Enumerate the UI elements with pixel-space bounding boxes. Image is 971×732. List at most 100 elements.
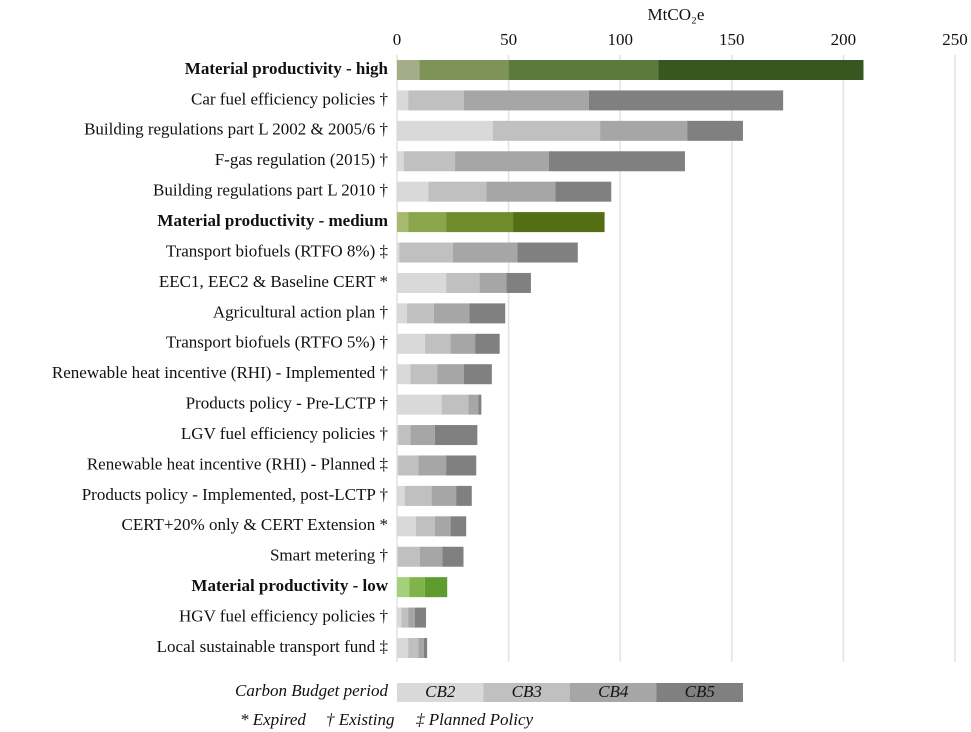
category-label: Renewable heat incentive (RHI) - Impleme… (52, 363, 388, 382)
bar-segment (455, 151, 549, 172)
bar-segment (397, 455, 399, 476)
bar-segment (428, 181, 487, 202)
bar-segment (397, 60, 420, 80)
bar-segment (437, 364, 464, 385)
bar-segment (409, 577, 425, 598)
legend-swatch (397, 683, 484, 702)
footnote: ‡ Planned Policy (416, 710, 534, 729)
bar-segment (434, 516, 451, 537)
x-tick-label: 100 (607, 30, 633, 49)
bar-segment (418, 455, 447, 476)
bar-segment (408, 638, 419, 658)
bar-segment (452, 242, 518, 263)
bar-segment (442, 546, 464, 567)
footnote: * Expired (240, 710, 306, 729)
bar-segment (397, 151, 404, 172)
bar-segment (450, 516, 467, 537)
category-label: LGV fuel efficiency policies † (181, 424, 388, 443)
x-tick-label: 250 (942, 30, 968, 49)
category-label: Material productivity - low (191, 576, 388, 595)
bar-segment (399, 242, 453, 263)
x-tick-label: 0 (393, 30, 402, 49)
bar-segment (415, 516, 435, 537)
bar-segment (397, 485, 405, 506)
category-label: Building regulations part L 2010 † (153, 181, 388, 200)
category-label: Products policy - Pre-LCTP † (186, 394, 388, 413)
bar-segment (548, 151, 685, 172)
category-label: HGV fuel efficiency policies † (179, 606, 388, 625)
bar-segment (408, 212, 447, 233)
bar-segment (397, 120, 493, 141)
footnote: † Existing (326, 710, 394, 729)
bar-segment (403, 151, 456, 172)
bar-segment (600, 120, 688, 141)
bar-segment (397, 333, 425, 354)
bar-segment (423, 638, 428, 658)
category-label: Building regulations part L 2002 & 2005/… (84, 120, 388, 139)
category-label: Material productivity - medium (157, 211, 388, 230)
bar-segment (397, 394, 442, 415)
category-label: Local sustainable transport fund ‡ (157, 637, 388, 656)
x-tick-label: 150 (719, 30, 745, 49)
bar-segment (419, 546, 443, 567)
bar-segment (414, 607, 427, 628)
x-tick-label: 200 (831, 30, 857, 49)
bar-segment (410, 364, 438, 385)
bar-segment (446, 455, 477, 476)
bar-segment (398, 455, 419, 476)
legend-label: CB4 (598, 682, 629, 701)
bar-segment (397, 364, 411, 385)
category-label: Smart metering † (270, 546, 388, 565)
bar-segment (555, 181, 612, 202)
bar-segment (588, 90, 784, 111)
bar-segment (463, 364, 492, 385)
bar-segment (408, 90, 464, 111)
bar-segment (475, 333, 500, 354)
bar-segment (401, 607, 409, 628)
bar-segment (408, 607, 415, 628)
category-label: Agricultural action plan † (213, 302, 388, 321)
bar-segment (658, 60, 864, 80)
bar-segment (397, 425, 399, 446)
bar-segment (397, 212, 409, 233)
bar-segment (397, 181, 429, 202)
bar-segment (431, 485, 457, 506)
bar-segment (397, 272, 447, 293)
category-label: Products policy - Implemented, post-LCTP… (82, 485, 388, 504)
bar-segment (397, 546, 398, 567)
bar-segment (419, 60, 509, 80)
bar-segment (478, 394, 482, 415)
bar-segment (446, 212, 514, 233)
bar-segment (486, 181, 556, 202)
legend-swatch (570, 683, 657, 702)
legend-swatch (483, 683, 570, 702)
bar-segment (479, 272, 507, 293)
legend-label: CB5 (685, 682, 715, 701)
bar-segment (397, 546, 420, 567)
legend-title: Carbon Budget period (235, 681, 388, 700)
x-axis-label: MtCO₂e (648, 5, 705, 24)
bar-segment (418, 638, 424, 658)
bar-segment (398, 425, 411, 446)
bar-segment (513, 212, 605, 233)
bar-segment (397, 303, 408, 324)
category-label: F-gas regulation (2015) † (215, 150, 388, 169)
bar-segment (506, 272, 531, 293)
category-label: Car fuel efficiency policies † (191, 89, 388, 108)
bar-segment (456, 485, 472, 506)
category-label: Transport biofuels (RTFO 5%) † (166, 333, 388, 352)
bar-segment (410, 425, 435, 446)
bar-segment (492, 120, 601, 141)
bar-segment (468, 394, 479, 415)
bar-segment (469, 303, 506, 324)
bar-segment (397, 607, 402, 628)
bar-segment (397, 577, 410, 598)
legend-label: CB2 (425, 682, 456, 701)
bar-segment (433, 303, 470, 324)
category-label: Transport biofuels (RTFO 8%) ‡ (166, 241, 388, 260)
legend-label: CB3 (512, 682, 542, 701)
category-label: Material productivity - high (185, 59, 389, 78)
legend-swatch (656, 683, 743, 702)
category-label: Renewable heat incentive (RHI) - Planned… (87, 454, 388, 473)
